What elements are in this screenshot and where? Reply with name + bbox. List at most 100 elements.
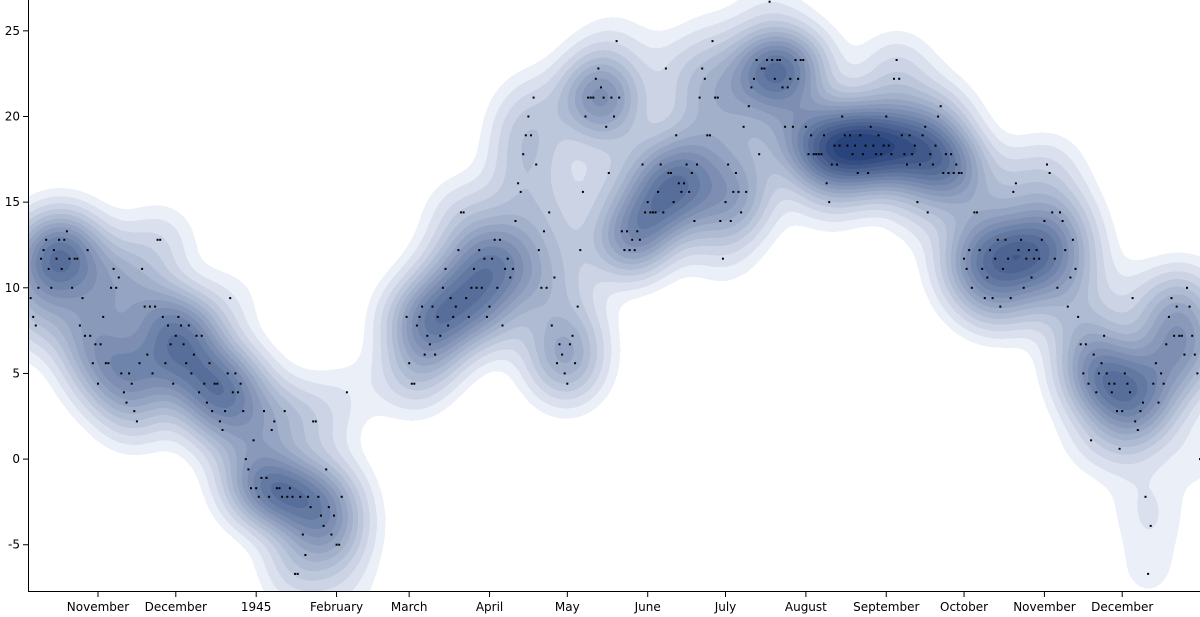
data-point [906,164,908,166]
data-point [193,354,195,356]
data-point [201,335,203,337]
data-point [795,59,797,61]
data-point [732,191,734,193]
data-point [1137,429,1139,431]
data-point [53,249,55,251]
data-point [1116,410,1118,412]
data-point [813,153,815,155]
data-point [595,78,597,80]
data-point [610,97,612,99]
data-point [229,297,231,299]
data-point [1129,391,1131,393]
data-point [489,306,491,308]
data-point [460,211,462,213]
data-point [1088,383,1090,385]
data-point [159,239,161,241]
data-point [574,362,576,364]
data-point [107,362,109,364]
data-point [668,172,670,174]
data-point [719,220,721,222]
data-point [590,97,592,99]
data-point [222,429,224,431]
data-point [792,126,794,128]
data-point [408,362,410,364]
data-point [185,362,187,364]
data-point [579,249,581,251]
data-point [1098,372,1100,374]
data-point [219,420,221,422]
data-point [175,335,177,337]
data-point [271,429,273,431]
data-point [50,287,52,289]
data-point [636,230,638,232]
data-point [89,335,91,337]
data-point [1158,402,1160,404]
data-point [766,59,768,61]
data-point [789,78,791,80]
data-point [66,230,68,232]
data-point [509,277,511,279]
data-point [893,78,895,80]
data-point [644,211,646,213]
data-point [859,134,861,136]
data-point [623,249,625,251]
data-point [476,287,478,289]
data-point [494,239,496,241]
data-point [110,287,112,289]
data-point [530,134,532,136]
data-point [533,97,535,99]
data-point [629,249,631,251]
data-point [1103,335,1105,337]
data-point [652,211,654,213]
data-point [831,164,833,166]
data-point [100,343,102,345]
data-point [935,145,937,147]
data-point [709,134,711,136]
data-point [771,59,773,61]
data-point [553,277,555,279]
data-point [551,325,553,327]
data-point [577,306,579,308]
data-point [597,68,599,70]
data-point [177,316,179,318]
x-tick-label: March [391,600,428,614]
data-point [338,544,340,546]
data-point [190,372,192,374]
data-point [1095,391,1097,393]
data-point [779,59,781,61]
data-point [989,249,991,251]
y-tick-label: 5 [12,366,20,380]
data-point [1075,268,1077,270]
data-point [1168,316,1170,318]
data-point [631,239,633,241]
data-point [203,383,205,385]
x-tick-label: November [1013,600,1075,614]
data-point [1059,211,1061,213]
data-point [286,496,288,498]
data-point [317,496,319,498]
data-point [525,134,527,136]
data-point [639,239,641,241]
data-point [1124,372,1126,374]
data-point [30,297,32,299]
data-point [416,325,418,327]
data-point [582,191,584,193]
data-point [58,239,60,241]
data-point [966,268,968,270]
data-point [465,297,467,299]
data-point [1155,362,1157,364]
data-point [128,372,130,374]
data-point [981,268,983,270]
data-point [665,68,667,70]
data-point [854,145,856,147]
data-point [478,249,480,251]
data-point [745,191,747,193]
data-point [1043,220,1045,222]
data-point [289,487,291,489]
data-point [37,287,39,289]
data-point [426,335,428,337]
data-point [32,316,34,318]
data-point [992,297,994,299]
data-point [572,335,574,337]
